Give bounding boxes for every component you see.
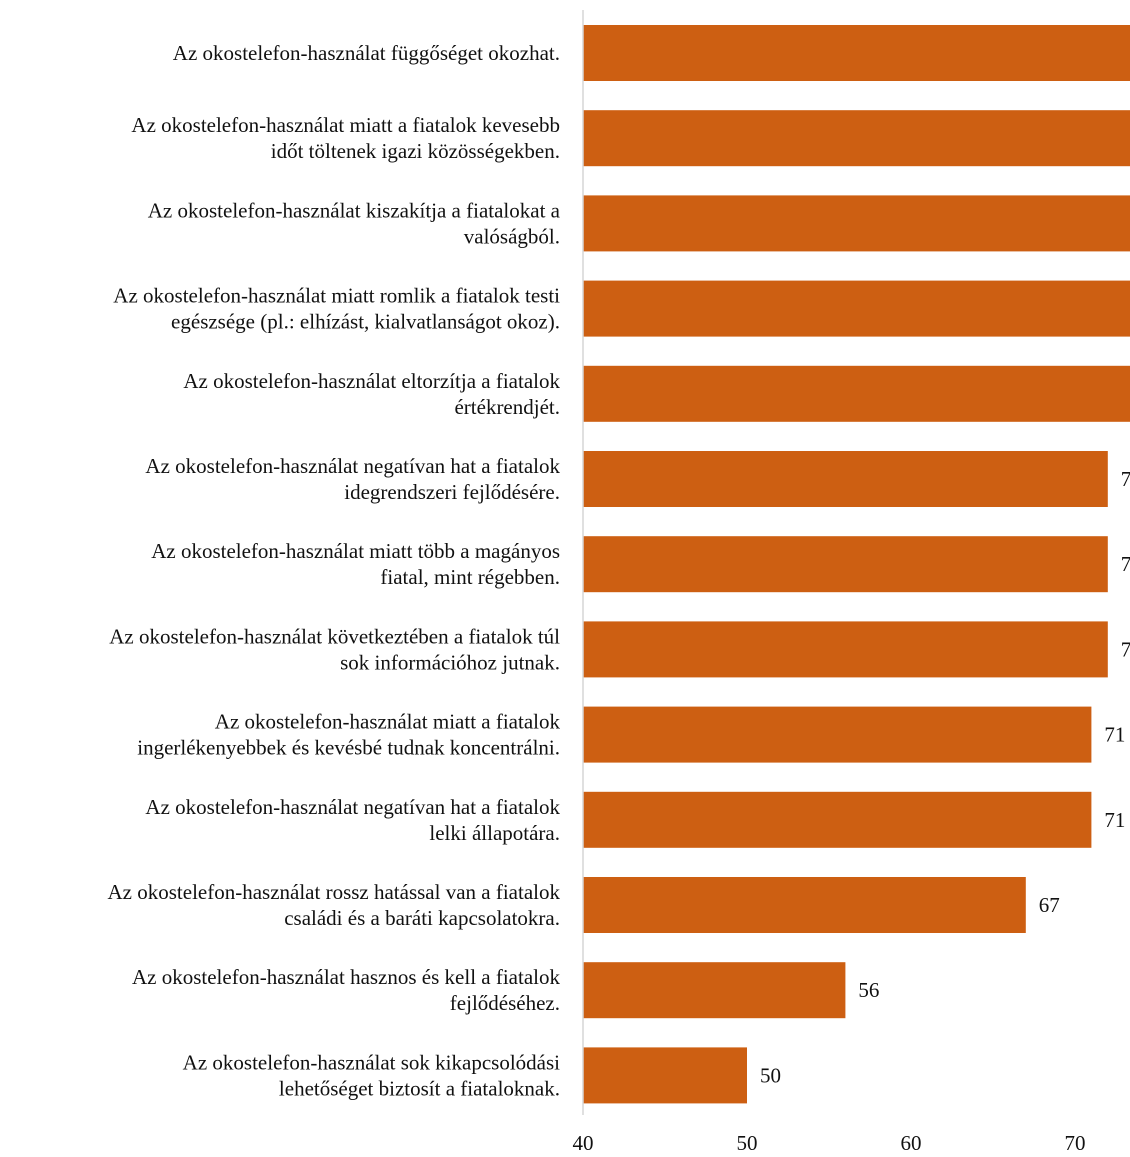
category-label-4: Az okostelefon-használat miatt romlik a … [113,284,560,334]
category-label-line: Az okostelefon-használat hasznos és kell… [132,965,561,989]
category-labels-group: Az okostelefon-használat függőséget okoz… [108,41,561,1100]
category-label-13: Az okostelefon-használat sok kikapcsolód… [183,1050,560,1100]
bars-group [583,25,1130,1104]
category-label-7: Az okostelefon-használat miatt több a ma… [151,539,560,589]
category-label-line: Az okostelefon-használat rossz hatással … [108,880,561,904]
category-label-line: időt töltenek igazi közösségekben. [271,139,560,163]
bar-11 [583,877,1026,933]
bar-8 [583,621,1108,678]
category-label-line: Az okostelefon-használat miatt a fiatalo… [215,710,561,734]
category-label-line: idegrendszeri fejlődésére. [344,480,560,504]
category-label-line: Az okostelefon-használat miatt romlik a … [113,284,560,308]
bar-9 [583,706,1092,763]
bar-1 [583,25,1130,81]
category-label-3: Az okostelefon-használat kiszakítja a fi… [148,198,561,248]
value-label-10: 71 [1104,808,1125,832]
category-label-line: ingerlékenyebbek és kevésbé tudnak konce… [137,736,560,760]
value-labels-group: 89817877777272727171675650 [760,467,1130,1087]
category-label-line: Az okostelefon-használat miatt a fiatalo… [131,113,560,137]
category-label-line: fejlődéséhez. [450,991,560,1015]
category-label-12: Az okostelefon-használat hasznos és kell… [132,965,561,1015]
category-label-2: Az okostelefon-használat miatt a fiatalo… [131,113,560,163]
category-label-1: Az okostelefon-használat függőséget okoz… [173,41,560,65]
category-label-6: Az okostelefon-használat negatívan hat a… [145,454,560,504]
category-label-line: Az okostelefon-használat kiszakítja a fi… [148,198,561,222]
value-label-9: 71 [1104,723,1125,747]
category-label-11: Az okostelefon-használat rossz hatással … [108,880,561,930]
x-tick-label-70: 70 [1065,1131,1086,1155]
category-label-line: Az okostelefon-használat negatívan hat a… [145,454,560,478]
bar-6 [583,451,1108,507]
value-label-13: 50 [760,1063,781,1087]
value-label-8: 72 [1121,637,1130,661]
bar-12 [583,962,846,1019]
category-label-line: lelki állapotára. [429,821,560,845]
category-label-line: egészsége (pl.: elhízást, kialvatlanságo… [171,310,560,334]
value-label-11: 67 [1039,893,1060,917]
bar-4 [583,280,1130,337]
category-label-line: Az okostelefon-használat eltorzítja a fi… [183,369,560,393]
x-tick-label-60: 60 [901,1131,922,1155]
category-label-line: fiatal, mint régebben. [380,565,560,589]
bar-10 [583,791,1092,848]
category-label-line: Az okostelefon-használat következtében a… [109,624,560,648]
x-axis-tick-labels-group: 405060708090100% [573,1131,1086,1155]
value-label-6: 72 [1121,467,1130,491]
category-label-10: Az okostelefon-használat negatívan hat a… [145,795,560,845]
bar-13 [583,1047,747,1104]
category-label-line: valóságból. [464,224,560,248]
x-tick-label-40: 40 [573,1131,594,1155]
value-label-12: 56 [858,978,879,1002]
value-label-7: 72 [1121,552,1130,576]
category-label-line: családi és a baráti kapcsolatokra. [284,906,560,930]
category-label-line: Az okostelefon-használat miatt több a ma… [151,539,560,563]
category-label-line: Az okostelefon-használat függőséget okoz… [173,41,560,65]
bar-2 [583,110,1130,167]
category-label-line: lehetőséget biztosít a fiataloknak. [279,1076,560,1100]
bar-5 [583,365,1130,422]
bar-3 [583,195,1130,252]
category-label-9: Az okostelefon-használat miatt a fiatalo… [137,710,560,760]
category-label-line: értékrendjét. [454,395,560,419]
category-label-line: sok információhoz jutnak. [340,650,560,674]
bar-7 [583,536,1108,593]
category-label-5: Az okostelefon-használat eltorzítja a fi… [183,369,560,419]
x-tick-label-50: 50 [737,1131,758,1155]
category-label-line: Az okostelefon-használat sok kikapcsolód… [183,1050,560,1074]
category-label-8: Az okostelefon-használat következtében a… [109,624,560,674]
category-label-line: Az okostelefon-használat negatívan hat a… [145,795,560,819]
